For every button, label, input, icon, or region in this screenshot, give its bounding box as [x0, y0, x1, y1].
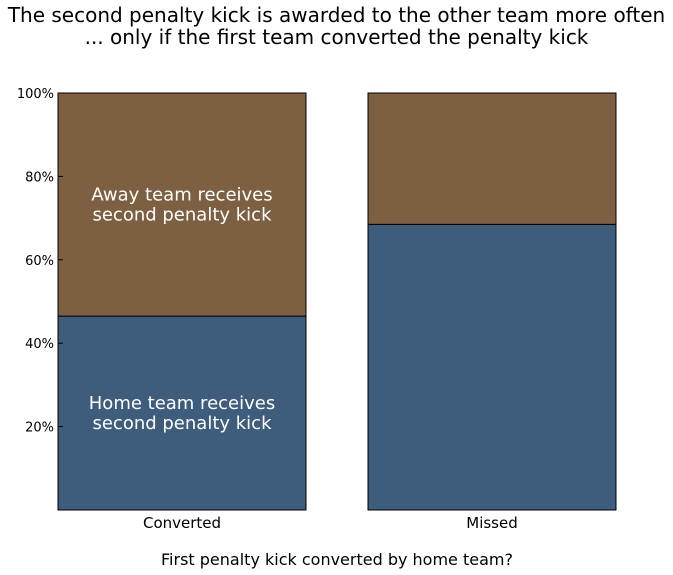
- bar-converted-home: [57, 315, 307, 511]
- y-tick-label: 80%: [25, 170, 54, 185]
- x-axis-label: First penalty kick converted by home tea…: [161, 550, 513, 569]
- x-tick-label-converted: Converted: [143, 514, 221, 532]
- bar-converted-away: [57, 92, 307, 317]
- y-tick-label: 40%: [25, 337, 54, 352]
- y-tick-label: 100%: [17, 87, 54, 102]
- chart-title-line-1: The second penalty kick is awarded to th…: [7, 3, 666, 27]
- y-tick-label: 60%: [25, 254, 54, 269]
- y-tick-label: 20%: [25, 421, 54, 436]
- chart-title-line-2: ... only if the first team converted the…: [84, 25, 589, 49]
- bar-missed-home: [367, 223, 617, 511]
- segment-label-home: Home team receives second penalty kick: [89, 393, 275, 434]
- segment-label-away: Away team receives second penalty kick: [91, 185, 272, 226]
- chart-title: The second penalty kick is awarded to th…: [0, 4, 673, 48]
- x-tick-label-missed: Missed: [466, 514, 518, 532]
- bar-missed-away: [367, 92, 617, 225]
